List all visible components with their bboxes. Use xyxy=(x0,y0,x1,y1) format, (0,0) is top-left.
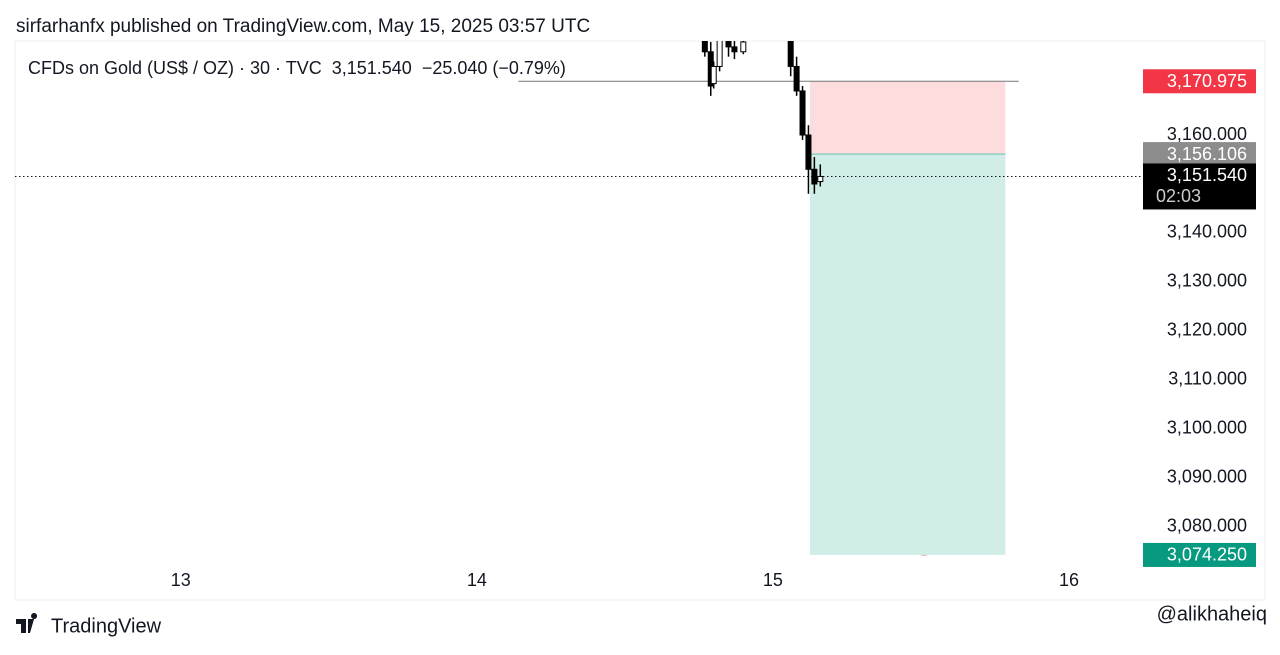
brand: TradingView xyxy=(51,615,162,637)
countdown: 02:03 xyxy=(1156,186,1201,206)
y-tick-label: 3,110.000 xyxy=(1168,369,1247,389)
candle-body xyxy=(799,90,806,136)
y-tick-label: 3,090.000 xyxy=(1167,467,1247,487)
x-tick-label: 16 xyxy=(1059,570,1079,590)
candle-body xyxy=(787,41,794,67)
publish-header: sirfarhanfx published on TradingView.com… xyxy=(16,16,590,37)
watermark: @alikhaheiq xyxy=(1157,603,1267,625)
candle-body xyxy=(793,65,800,92)
y-tick-label: 3,130.000 xyxy=(1167,271,1247,291)
candle-body xyxy=(811,168,818,185)
candle-body xyxy=(731,46,738,53)
y-tick-label: 3,080.000 xyxy=(1167,516,1247,536)
chart-frame xyxy=(14,40,1266,601)
candle-body xyxy=(740,41,747,53)
candle-body xyxy=(710,65,717,85)
legend-symbol: CFDs on Gold (US$ / OZ) · 30 · TVC xyxy=(28,58,322,78)
y-tick-label: 3,100.000 xyxy=(1167,418,1247,438)
tv-logo xyxy=(16,613,38,633)
stop-zone xyxy=(809,81,1006,155)
price-label: 3,074.250 xyxy=(1167,545,1247,565)
price-label-box xyxy=(1143,69,1256,94)
price-label-box xyxy=(1143,542,1256,567)
candle-body xyxy=(716,41,723,67)
price-label: 3,156.106 xyxy=(1167,144,1247,164)
candle-body xyxy=(725,41,732,48)
candle-body xyxy=(805,134,812,170)
legend-last: 3,151.540 xyxy=(332,58,412,78)
plot-area xyxy=(15,41,1143,555)
y-tick-label: 3,160.000 xyxy=(1167,124,1247,144)
x-tick-label: 14 xyxy=(467,570,487,590)
target-zone xyxy=(809,154,1006,555)
y-tick-label: 3,140.000 xyxy=(1167,222,1247,242)
x-tick-label: 15 xyxy=(763,570,783,590)
last-price-label: 3,151.540 xyxy=(1167,165,1247,185)
legend: CFDs on Gold (US$ / OZ) · 30 · TVC 3,151.… xyxy=(28,58,566,78)
candle-body xyxy=(817,175,824,183)
price-label-box xyxy=(1143,142,1256,167)
candle-body xyxy=(701,41,708,53)
last-price-box xyxy=(1143,163,1256,210)
x-tick-label: 13 xyxy=(171,570,191,590)
legend-change: −25.040 (−0.79%) xyxy=(422,58,566,78)
y-tick-label: 3,120.000 xyxy=(1167,320,1247,340)
price-label: 3,170.975 xyxy=(1167,71,1247,91)
